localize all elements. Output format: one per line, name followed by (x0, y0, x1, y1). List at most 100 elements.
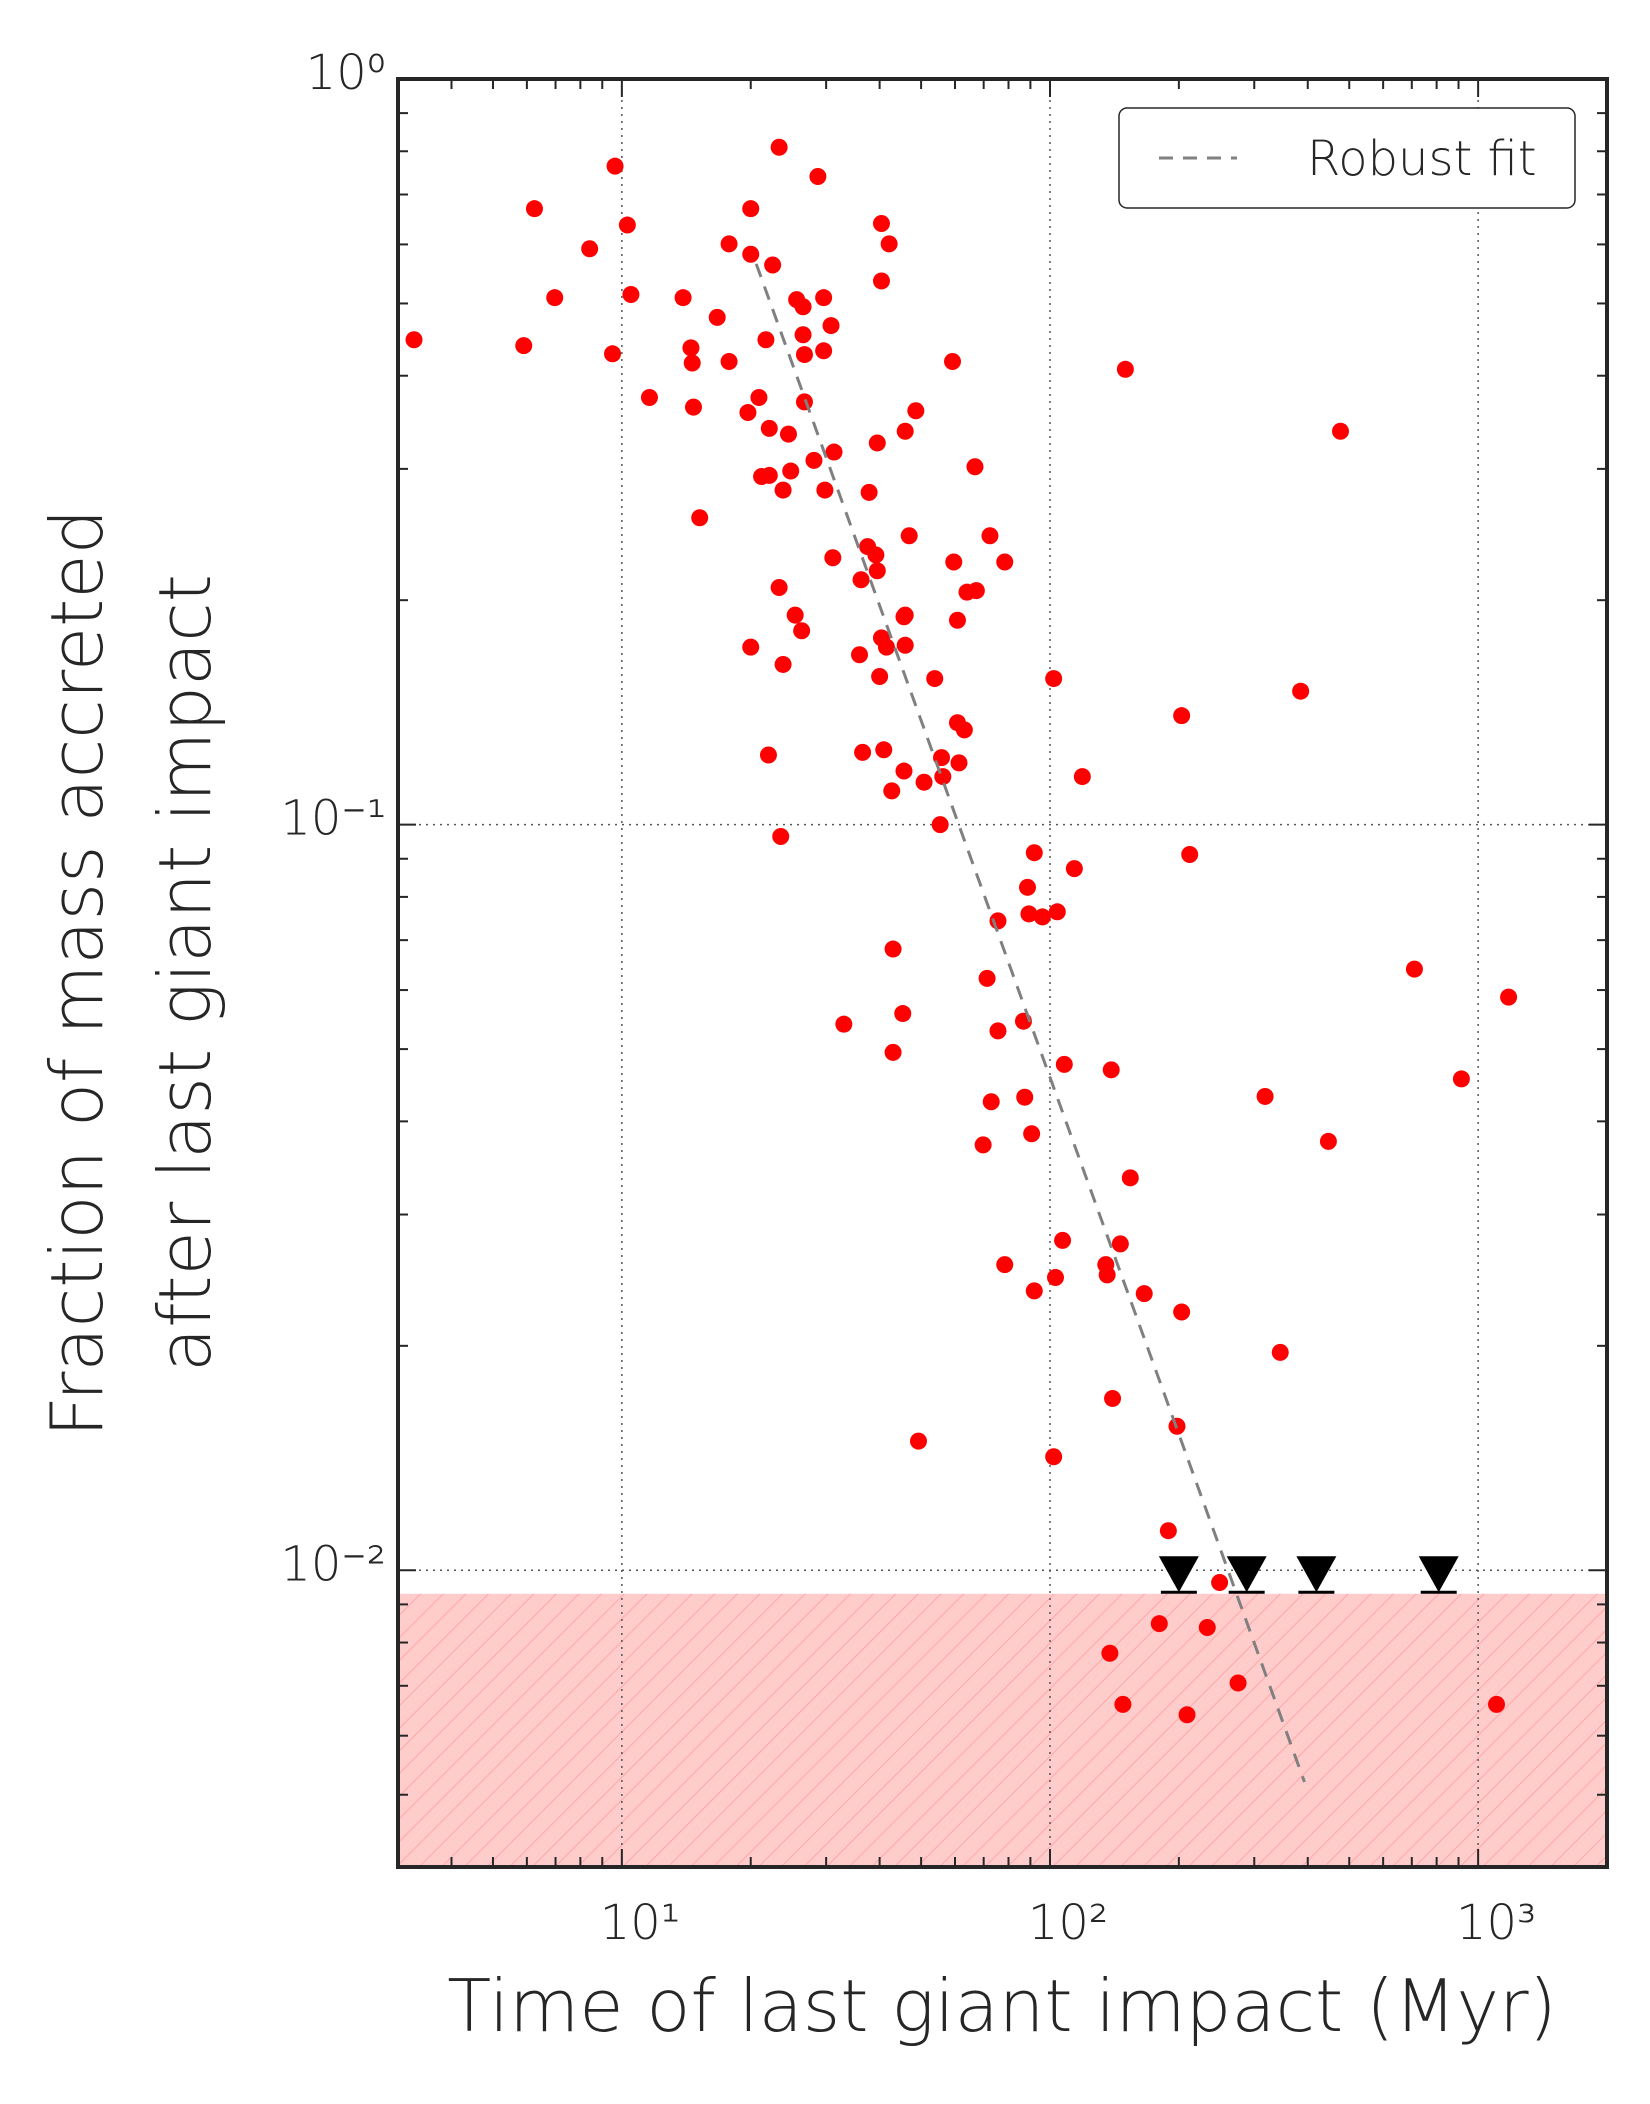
data-point (691, 509, 709, 527)
data-point (1048, 903, 1066, 921)
data-point (606, 157, 624, 175)
data-point (1198, 1619, 1216, 1637)
data-point (854, 743, 872, 761)
data-point (720, 352, 738, 370)
data-point (955, 721, 973, 739)
data-point (1111, 1235, 1129, 1253)
data-point (872, 215, 890, 233)
data-point (884, 940, 902, 958)
data-point (982, 1093, 1000, 1111)
data-point (1101, 1644, 1119, 1662)
data-point (757, 331, 775, 349)
data-point (1025, 1282, 1043, 1300)
data-point (1271, 1343, 1289, 1361)
data-point (1500, 988, 1518, 1006)
data-point (1135, 1285, 1153, 1303)
data-point (1025, 844, 1043, 862)
data-point (618, 216, 636, 234)
data-point (884, 1043, 902, 1061)
data-point (1045, 1448, 1063, 1466)
data-point (774, 481, 792, 499)
data-point (1159, 1522, 1177, 1540)
data-point (1319, 1132, 1337, 1150)
data-point (822, 317, 840, 335)
data-point (1046, 1268, 1064, 1286)
data-point (750, 388, 768, 406)
data-point (795, 346, 813, 364)
data-point (900, 527, 918, 545)
data-point (948, 611, 966, 629)
data-point (742, 245, 760, 263)
data-point (1016, 1088, 1034, 1106)
x-tick-label: 10¹ (600, 1895, 680, 1951)
data-point (742, 200, 760, 218)
data-point (824, 549, 842, 567)
y-axis-label: Fraction of mass accreted (35, 509, 119, 1438)
data-point (1178, 1706, 1196, 1724)
data-point (1256, 1087, 1274, 1105)
data-point (907, 402, 925, 420)
data-point (895, 608, 913, 626)
data-point (1104, 1389, 1122, 1407)
data-point (1211, 1573, 1229, 1591)
data-point (1045, 670, 1063, 688)
data-point (1452, 1070, 1470, 1088)
data-point (794, 326, 812, 344)
data-point (815, 342, 833, 360)
data-point (851, 646, 869, 664)
data-point (1018, 878, 1036, 896)
data-point (931, 816, 949, 834)
data-point (794, 298, 812, 316)
data-point (525, 200, 543, 218)
data-point (1054, 1231, 1072, 1249)
data-point (1173, 1303, 1191, 1321)
legend-label: Robust fit (1307, 131, 1537, 187)
data-point (674, 289, 692, 307)
data-point (934, 768, 952, 786)
x-tick-label: 10² (1028, 1895, 1108, 1951)
data-point (581, 240, 599, 258)
data-point (1055, 1055, 1073, 1073)
data-point (759, 746, 777, 764)
y-tick-label: 10⁻² (280, 1536, 386, 1592)
data-point (981, 527, 999, 545)
data-point (515, 337, 533, 355)
data-point (915, 773, 933, 791)
data-point (1331, 422, 1349, 440)
data-point (966, 458, 984, 476)
data-point (875, 741, 893, 759)
data-point (945, 553, 963, 571)
x-axis-label: Time of last giant impact (Myr) (447, 1964, 1556, 2048)
hatch (398, 1593, 1607, 1867)
data-point (1229, 1674, 1247, 1692)
data-point (546, 289, 564, 307)
data-point (1150, 1615, 1168, 1633)
data-point (926, 670, 944, 688)
data-point (770, 578, 788, 596)
data-point (770, 138, 788, 156)
data-point (1181, 845, 1199, 863)
data-point (809, 168, 827, 186)
data-point (684, 398, 702, 416)
data-point (852, 571, 870, 589)
data-point (786, 606, 804, 624)
data-point (944, 352, 962, 370)
data-point (683, 354, 701, 372)
y-tick-label: 10⁻¹ (280, 791, 386, 847)
data-point (880, 235, 898, 253)
x-tick-label: 10³ (1456, 1895, 1536, 1951)
data-point (860, 483, 878, 501)
data-point (1033, 908, 1051, 926)
data-point (805, 451, 823, 469)
data-point (978, 969, 996, 987)
data-point (871, 668, 889, 686)
data-point (835, 1015, 853, 1033)
data-point (682, 339, 700, 357)
data-point (1023, 1125, 1041, 1143)
data-point (622, 286, 640, 304)
legend-box (1118, 107, 1576, 209)
data-point (896, 636, 914, 654)
data-point (772, 828, 790, 846)
data-point (1405, 960, 1423, 978)
